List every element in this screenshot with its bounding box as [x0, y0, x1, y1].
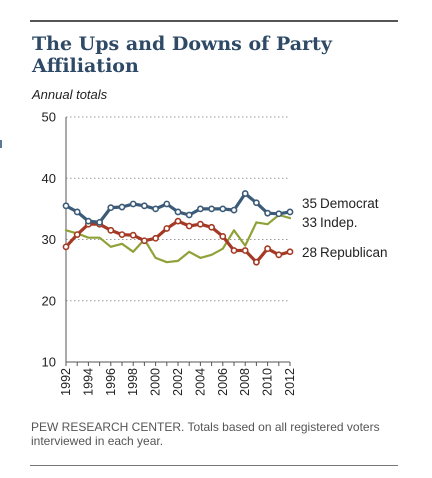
x-tick-label: 2002 [171, 368, 185, 396]
series-name-label: Indep. [320, 215, 358, 230]
x-tick-label: 2008 [238, 368, 252, 396]
data-point [85, 217, 92, 225]
x-tick-label: 1994 [81, 368, 95, 396]
data-point [73, 231, 81, 238]
data-point [230, 247, 238, 254]
chart-title: The Ups and Downs of Party Affiliation [32, 33, 332, 77]
data-point [208, 223, 215, 231]
series-group [62, 190, 294, 266]
series-end-value: 28 [302, 245, 317, 260]
y-tick-label: 40 [42, 171, 56, 186]
series-end-value: 35 [302, 196, 317, 211]
x-tick-label: 2006 [216, 368, 230, 396]
data-point [252, 199, 260, 207]
data-point [174, 217, 182, 225]
data-point [140, 237, 148, 245]
y-tick-label: 50 [42, 110, 56, 125]
data-point [219, 233, 227, 240]
x-tick-label: 1992 [59, 368, 73, 396]
data-point [96, 218, 103, 226]
data-point [219, 205, 227, 213]
data-point [140, 202, 148, 210]
y-axis-ticks: 10 20 30 40 50 [42, 110, 56, 370]
data-point [275, 251, 283, 259]
data-point [196, 205, 204, 213]
x-tick-label: 2004 [193, 368, 207, 396]
data-point [129, 200, 137, 208]
x-tick-label: 2000 [149, 368, 163, 396]
x-tick-label: 1998 [126, 368, 140, 396]
data-point [230, 206, 238, 214]
source-note: PEW RESEARCH CENTER. Totals based on all… [31, 420, 380, 448]
bottom-rule [30, 465, 398, 466]
data-point [129, 231, 137, 239]
data-point [118, 231, 126, 238]
data-point [163, 200, 171, 208]
data-point [286, 248, 294, 256]
y-tick-label: 20 [42, 293, 56, 308]
series-end-value: 33 [302, 215, 317, 230]
top-rule [30, 20, 398, 22]
data-point [62, 243, 70, 251]
chart-subtitle: Annual totals [32, 87, 108, 102]
series-name-label: Republican [320, 245, 388, 260]
data-point [174, 208, 182, 216]
x-tick-label: 2012 [283, 368, 297, 396]
x-tick-label: 2010 [261, 368, 275, 396]
data-point [185, 222, 193, 230]
data-point [264, 245, 271, 253]
data-point [62, 202, 70, 210]
data-point [163, 225, 171, 232]
series-name-label: Democrat [320, 196, 379, 211]
y-tick-label: 10 [42, 355, 56, 370]
x-tick-label: 1996 [104, 368, 118, 396]
data-point [241, 247, 249, 254]
data-point [107, 204, 115, 212]
data-point [107, 226, 115, 234]
axes [65, 117, 291, 366]
data-point [73, 208, 81, 216]
data-point [241, 190, 249, 197]
x-axis-ticks: 1992 1994 1996 1998 2000 2002 2004 2006 2008 2010… [59, 368, 297, 396]
data-point [152, 234, 159, 242]
data-point [252, 258, 260, 266]
data-point [286, 208, 294, 216]
edge-mark [0, 140, 2, 148]
data-point [118, 203, 126, 211]
data-point [208, 205, 215, 213]
data-point [264, 209, 271, 217]
y-tick-label: 30 [42, 232, 56, 247]
data-point [196, 220, 204, 228]
data-point [152, 205, 159, 213]
data-point [185, 211, 193, 219]
series-line [64, 213, 292, 264]
data-point [275, 210, 283, 218]
